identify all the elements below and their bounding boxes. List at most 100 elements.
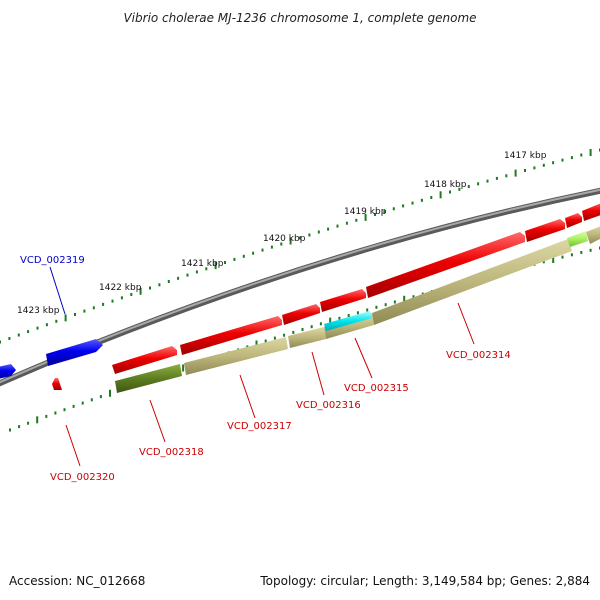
inner-ruler-minor-tick (45, 414, 48, 418)
ruler-label-1421: 1421 kbp (181, 259, 224, 269)
inner-ruler-minor-tick (310, 325, 313, 329)
outer-ruler-minor-tick (355, 218, 358, 222)
cds-band-vcd-002318 (115, 364, 182, 393)
inner-ruler-minor-tick (356, 311, 359, 315)
inner-ruler-minor-tick (301, 328, 304, 331)
outer-ruler-minor-tick (205, 267, 208, 271)
inner-ruler-minor-tick (99, 395, 102, 399)
outer-ruler-minor-tick (477, 182, 480, 186)
gene-labels: VCD_002319 VCD_002320 VCD_002318 VCD_002… (20, 255, 511, 483)
inner-ruler-minor-tick (319, 322, 322, 326)
outer-ruler-minor-tick (552, 161, 555, 165)
inner-ruler-minor-tick (63, 408, 66, 412)
cds-band-vcd-002317 (184, 337, 288, 375)
leader-vcd-002320 (65, 424, 81, 467)
inner-ruler-minor-tick (18, 425, 21, 429)
gene-label-vcd-002315[interactable]: VCD_002315 (344, 383, 409, 394)
ruler-label-1422: 1422 kbp (99, 283, 142, 293)
outer-ruler-minor-tick (0, 340, 1, 344)
outer-ruler-minor-tick (111, 299, 114, 303)
inner-ruler-major-tick (552, 256, 555, 263)
inner-ruler-minor-tick (375, 305, 378, 309)
gene-arrow-vcd-002316 (282, 304, 320, 325)
outer-ruler-minor-tick (505, 174, 508, 178)
ruler-label-1419: 1419 kbp (344, 207, 387, 217)
inner-ruler-minor-tick (542, 260, 545, 264)
cds-band-track (115, 226, 600, 393)
gene-leader-lines (49, 266, 475, 467)
outer-ruler-minor-tick (317, 230, 320, 234)
outer-ruler-minor-tick (195, 270, 198, 274)
inner-ruler-minor-tick (366, 308, 369, 312)
outer-ruler-minor-tick (308, 233, 311, 237)
inner-ruler-major-tick (255, 340, 258, 348)
inner-ruler-minor-tick (9, 428, 11, 432)
outer-ruler-minor-tick (177, 276, 180, 280)
outer-ruler-minor-tick (495, 176, 498, 180)
gene-label-vcd-002319[interactable]: VCD_002319 (20, 255, 85, 266)
inner-ruler-minor-tick (72, 404, 75, 408)
inner-ruler-minor-tick (338, 316, 341, 320)
gene-label-vcd-002316[interactable]: VCD_002316 (296, 400, 361, 411)
outer-ruler-minor-tick (74, 313, 76, 316)
inner-ruler-minor-tick (412, 295, 415, 299)
gene-label-vcd-002314[interactable]: VCD_002314 (446, 350, 511, 361)
outer-ruler-minor-tick (83, 309, 86, 313)
gene-arrow-vcd-002318 (112, 346, 177, 374)
ruler-label-1418: 1418 kbp (424, 180, 467, 190)
leader-vcd-002318 (149, 399, 166, 443)
gene-label-vcd-002317[interactable]: VCD_002317 (227, 421, 292, 432)
outer-ruler-minor-tick (120, 296, 123, 300)
reverse-strand-genes (0, 339, 103, 379)
outer-ruler-major-tick (589, 149, 592, 156)
outer-ruler-minor-tick (17, 333, 20, 337)
outer-ruler-major-tick (364, 213, 367, 221)
outer-ruler-minor-tick (45, 323, 48, 327)
gene-arrow-vcd-002320 (52, 378, 62, 390)
gene-label-vcd-002318[interactable]: VCD_002318 (139, 447, 204, 458)
inner-ruler-minor-tick (54, 411, 57, 415)
outer-ruler-minor-tick (383, 210, 386, 214)
gene-arrow-vcd-002319 (46, 339, 103, 366)
outer-ruler-minor-tick (402, 204, 405, 208)
gene-arrow-prev (0, 364, 16, 379)
map-title: Vibrio cholerae MJ-1236 chromosome 1, co… (123, 11, 476, 25)
cds-band-end (586, 226, 600, 244)
leader-vcd-002316 (311, 351, 325, 396)
outer-ruler-minor-tick (449, 190, 451, 194)
outer-ruler-minor-tick (130, 293, 133, 296)
inner-ruler-minor-tick (273, 336, 276, 340)
outer-ruler-minor-tick (374, 213, 376, 216)
inner-ruler-minor-tick (589, 248, 592, 252)
gene-arrow-next-1 (525, 219, 565, 242)
inner-ruler-minor-tick (561, 255, 564, 259)
outer-ruler-minor-tick (261, 248, 264, 252)
cds-band-vcd-002316 (288, 327, 326, 348)
gene-arrow-vcd-002314 (366, 232, 525, 298)
ruler-label-1417: 1417 kbp (504, 151, 547, 161)
outer-ruler-minor-tick (411, 201, 414, 205)
accession-text: Accession: NC_012668 (9, 574, 146, 588)
outer-ruler-minor-tick (327, 227, 330, 231)
inner-ruler-major-tick (36, 416, 39, 424)
gene-label-vcd-002320[interactable]: VCD_002320 (50, 472, 115, 483)
outer-ruler-minor-tick (486, 179, 489, 183)
outer-ruler-minor-tick (430, 196, 433, 199)
outer-ruler-minor-tick (542, 163, 545, 167)
outer-ruler-major-tick (214, 262, 217, 270)
outer-ruler-minor-tick (392, 207, 395, 211)
outer-ruler-minor-tick (8, 337, 11, 340)
outer-ruler-minor-tick (561, 158, 564, 162)
inner-ruler-major-tick (329, 317, 332, 325)
inner-ruler-minor-tick (264, 339, 267, 343)
outer-ruler-major-tick (139, 287, 142, 295)
outer-ruler-minor-tick (186, 273, 189, 277)
leader-vcd-002314 (457, 302, 475, 345)
outer-ruler-minor-tick (242, 254, 245, 258)
outer-ruler-minor-tick (280, 242, 283, 246)
outer-ruler-minor-tick (524, 169, 526, 172)
inner-ruler-minor-tick (570, 253, 573, 257)
outer-ruler-minor-tick (420, 198, 423, 202)
ruler-labels: 1417 kbp 1418 kbp 1419 kbp 1420 kbp 1421… (17, 151, 547, 316)
